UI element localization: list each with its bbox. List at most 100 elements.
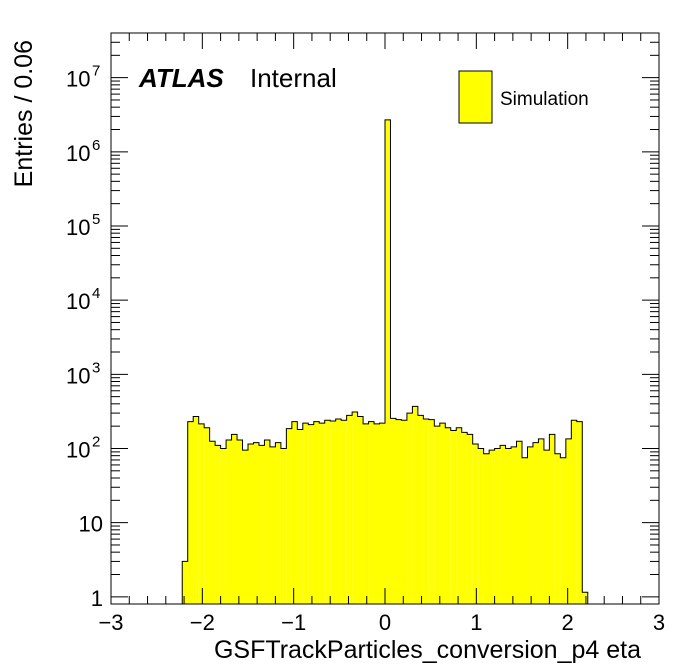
histogram-bin [522, 457, 528, 604]
x-tick-label: 0 [379, 610, 391, 635]
histogram-outline [181, 119, 589, 604]
histogram-bin [220, 448, 227, 604]
histogram-bin [549, 434, 555, 604]
histogram-bin [461, 432, 468, 604]
histogram-bin [489, 450, 495, 604]
y-tick-label: 10 [66, 289, 90, 314]
histogram-bin [182, 561, 188, 604]
histogram-bin [434, 426, 440, 604]
histogram-bin [280, 448, 287, 604]
histogram-bars [181, 119, 589, 604]
x-axis-ticks [110, 33, 660, 604]
histogram-bin [374, 423, 380, 604]
histogram-bin [275, 442, 281, 604]
y-tick-exponent: 2 [92, 433, 100, 450]
y-tick-label: 10 [66, 215, 90, 240]
histogram-bin [516, 441, 522, 604]
histogram-bin [231, 434, 238, 604]
histogram-bin [406, 413, 413, 604]
x-tick-label: 2 [562, 610, 574, 635]
histogram-bin [428, 419, 435, 604]
histogram-bin [390, 418, 396, 604]
y-tick-label: 10 [66, 437, 90, 462]
histogram-bin [209, 441, 216, 604]
histogram-bin [483, 453, 490, 604]
x-tick-label: 3 [653, 610, 665, 635]
legend-label-simulation: Simulation [500, 89, 589, 110]
histogram-bin [352, 412, 358, 604]
histogram-bin [357, 416, 364, 604]
histogram-bin [237, 440, 243, 604]
x-tick-label: −3 [98, 610, 123, 635]
histogram-bin [554, 453, 561, 604]
histogram-bin [395, 419, 402, 604]
x-axis-tick-labels: −3 −2 −1 0 1 2 3 [98, 610, 665, 635]
histogram-bin [204, 427, 210, 604]
x-tick-label: −1 [281, 610, 306, 635]
histogram-bin [538, 438, 544, 604]
y-tick-exponent: 5 [92, 211, 100, 228]
histogram-bin [368, 421, 375, 604]
histogram-bin [264, 440, 270, 604]
histogram-bin [571, 420, 577, 604]
histogram-bin [248, 443, 254, 604]
y-tick-label: 10 [66, 363, 90, 388]
histogram-bin [472, 443, 479, 604]
histogram-bin [494, 448, 501, 604]
histogram-bin [412, 406, 418, 604]
y-tick-exponent: 3 [92, 359, 100, 376]
legend-swatch [458, 70, 493, 124]
histogram-bin [346, 415, 353, 604]
histogram-bin [198, 423, 205, 604]
histogram-bin [253, 442, 259, 604]
x-axis-title: GSFTrackParticles_conversion_p4 eta [214, 636, 641, 664]
histogram-bin [291, 421, 298, 604]
histogram-bin [324, 420, 331, 604]
histogram-bin [527, 446, 533, 604]
histogram-bin [582, 592, 588, 604]
histogram-bin [286, 428, 292, 604]
histogram-bin [417, 415, 424, 604]
x-tick-label: −2 [190, 610, 215, 635]
histogram-bin [543, 450, 550, 604]
histogram-bin [313, 421, 320, 604]
histogram-bin [363, 423, 369, 604]
histogram-bin [439, 423, 446, 604]
y-tick-label: 10 [79, 512, 103, 537]
histogram-bin [401, 420, 407, 604]
x-tick-label: 1 [470, 610, 482, 635]
y-tick-exponent: 6 [92, 137, 100, 154]
histogram-bin [341, 420, 347, 604]
histogram-bin [511, 446, 517, 604]
histogram-bin [302, 423, 309, 604]
y-axis-title: Entries / 0.06 [10, 40, 38, 187]
histogram-bin [319, 423, 325, 604]
y-axis-ticks [111, 32, 659, 598]
histogram-bin [269, 446, 276, 604]
histogram-bin [450, 430, 457, 604]
histogram-bin [379, 423, 385, 604]
histogram-bin [445, 427, 451, 604]
histogram-bin [308, 424, 314, 604]
histogram-bin [330, 420, 336, 604]
histogram-bin [242, 450, 248, 604]
histogram-bin [423, 418, 429, 604]
histogram-bin [226, 440, 232, 604]
y-tick-exponent: 4 [92, 285, 100, 302]
histogram-bin [532, 442, 539, 604]
y-tick-label: 10 [66, 141, 90, 166]
histogram-bin [560, 457, 566, 604]
histogram-bin [505, 448, 512, 604]
y-tick-exponent: 7 [92, 63, 100, 80]
histogram-bin [335, 418, 342, 604]
histogram-bin [576, 421, 583, 604]
histogram-bin [500, 445, 506, 604]
histogram-bin [478, 448, 484, 604]
histogram-bin [385, 119, 391, 604]
y-tick-label: 10 [66, 67, 90, 92]
histogram-bin [456, 427, 462, 604]
internal-label: Internal [250, 63, 337, 93]
histogram-bin [297, 429, 303, 604]
